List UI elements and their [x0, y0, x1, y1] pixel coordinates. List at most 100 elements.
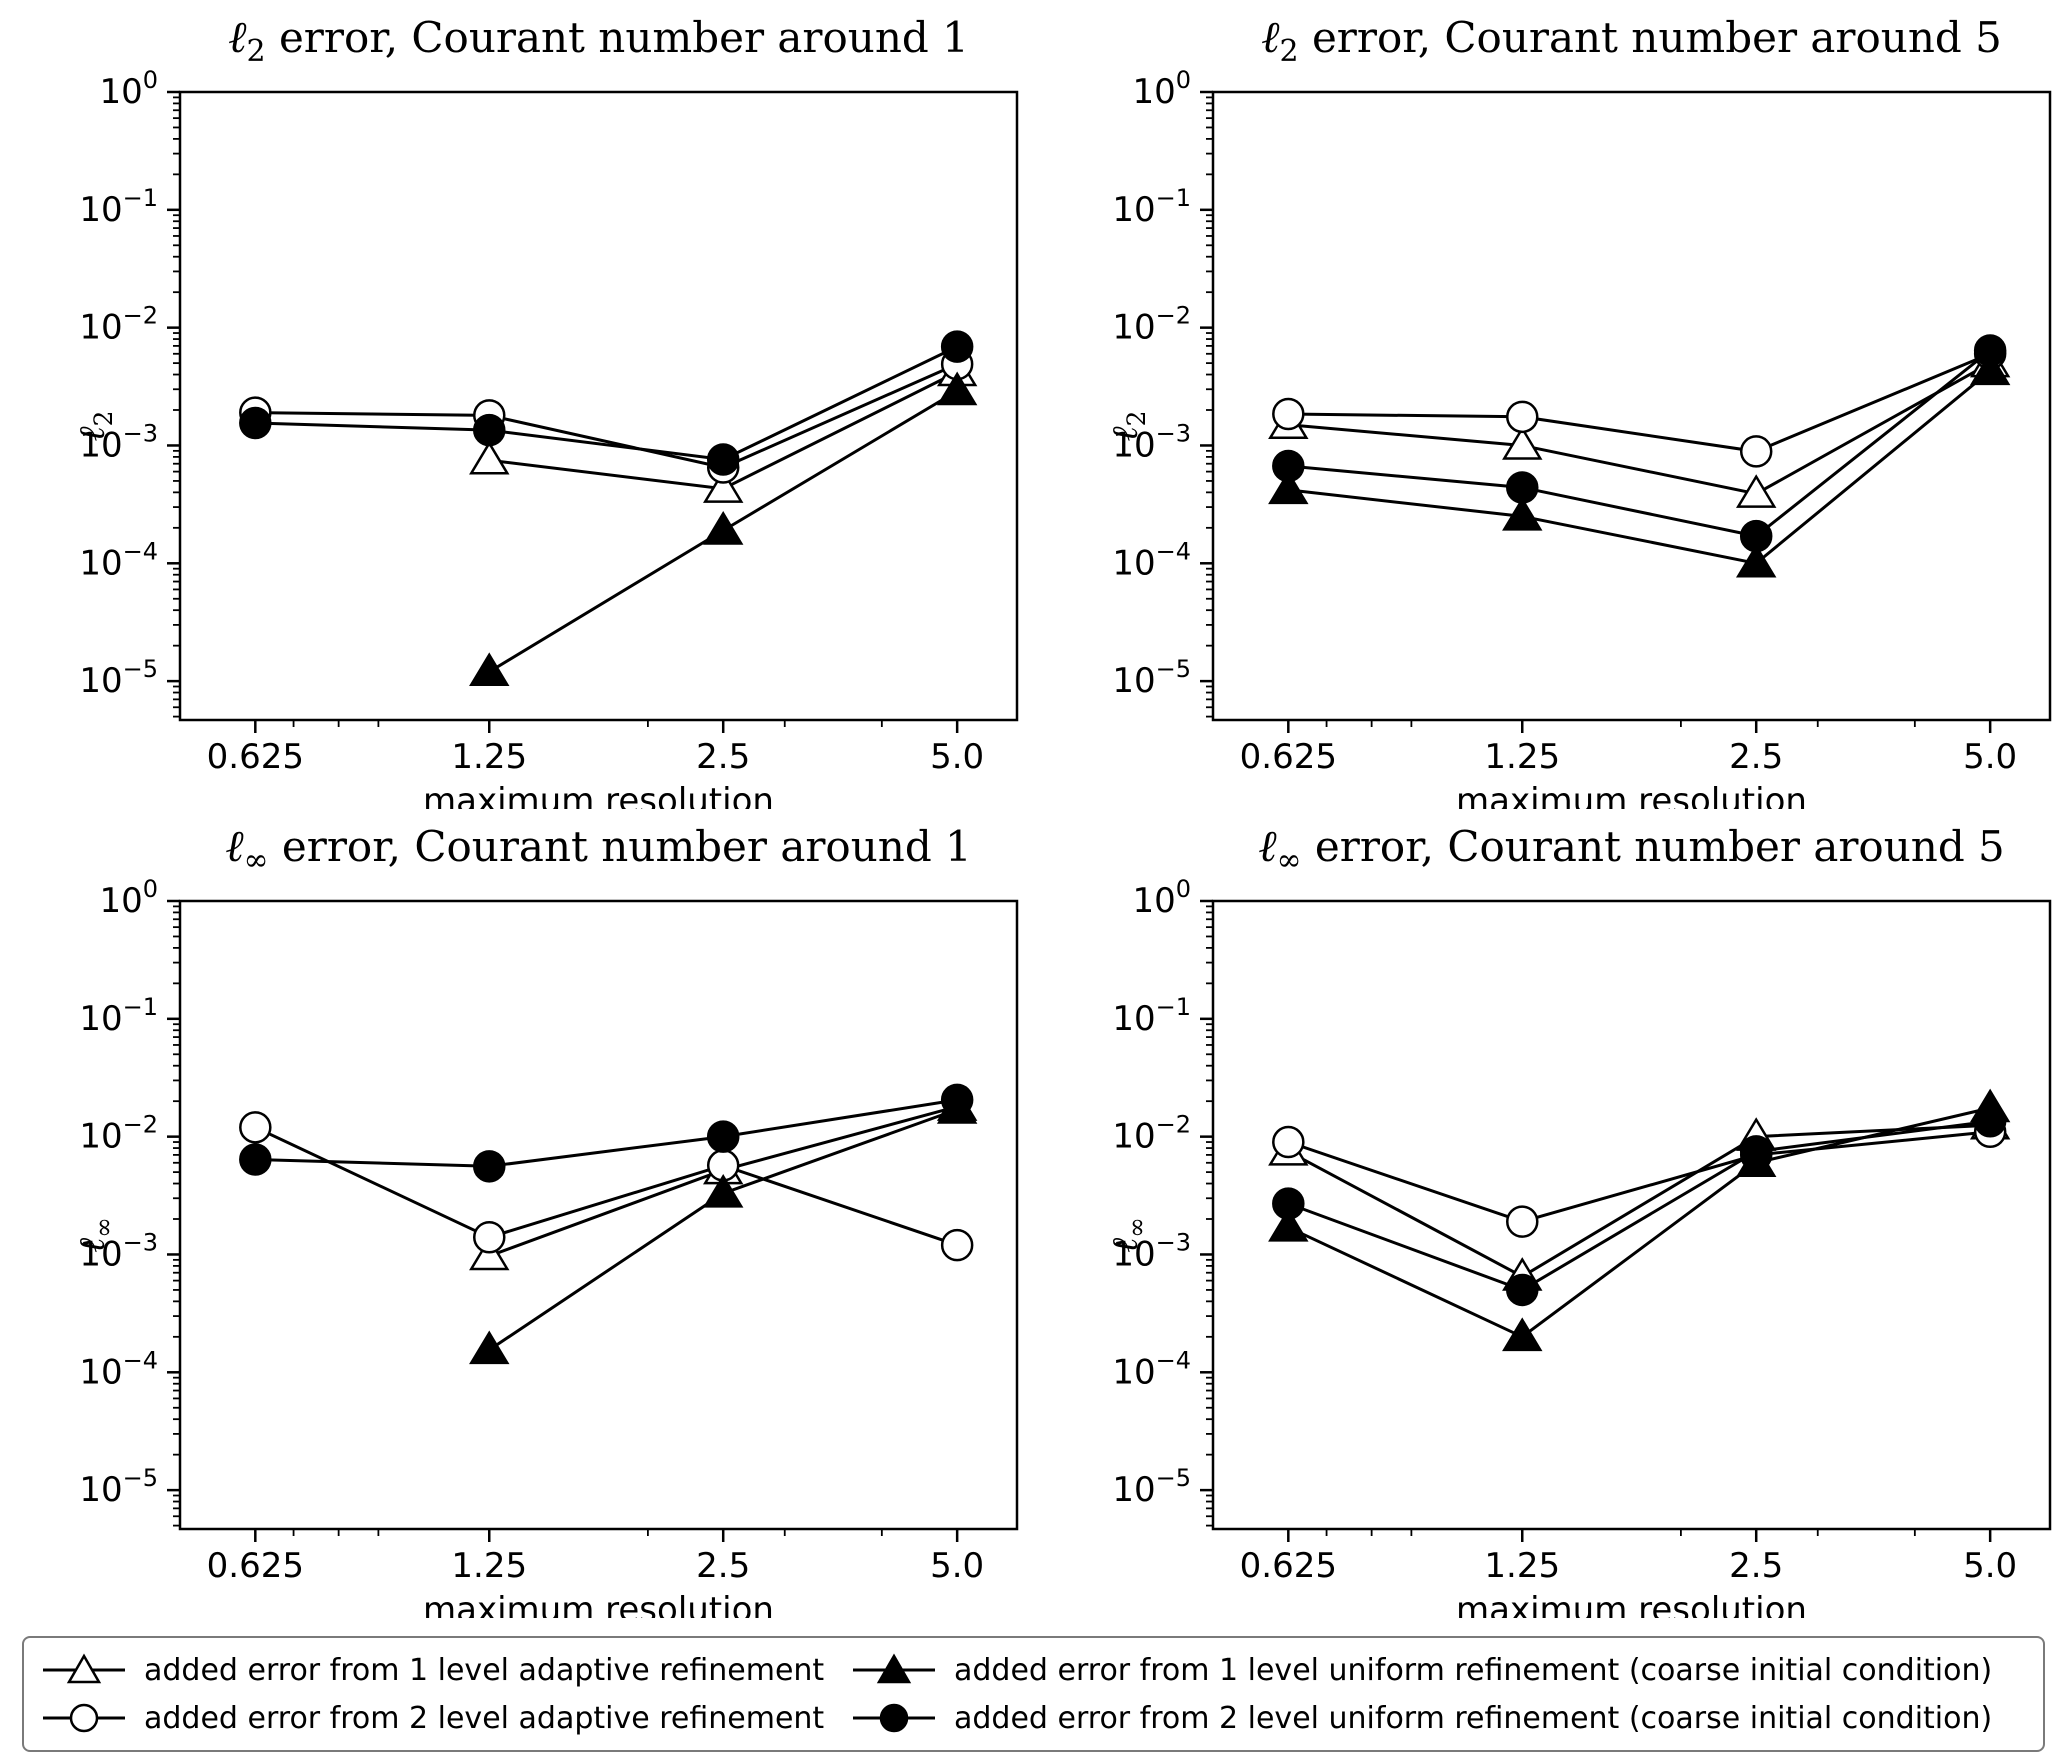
marker-circle-filled	[940, 1083, 974, 1117]
x-tick-label: 5.0	[1963, 1546, 2017, 1586]
y-tick-label: 10−4	[79, 1346, 158, 1392]
y-axis-label: ℓ2	[72, 411, 118, 442]
y-tick-label: 100	[1132, 875, 1191, 921]
marker-circle-open	[239, 1111, 272, 1144]
x-tick-label: 0.625	[1240, 737, 1337, 777]
marker-triangle-open	[1502, 426, 1543, 460]
marker-triangle-filled	[1268, 1207, 1309, 1242]
marker-triangle-open	[469, 1236, 510, 1271]
x-axis-label: maximum resolution	[1456, 1590, 1807, 1618]
y-tick-label: 10−2	[79, 302, 158, 348]
x-tick-label: 0.625	[1240, 1546, 1337, 1586]
legend-label: added error from 2 level uniform refinem…	[954, 1700, 1993, 1736]
marker-circle-filled	[473, 413, 506, 447]
marker-circle-open	[1739, 435, 1773, 468]
marker-circle-open	[1272, 397, 1305, 431]
series-line-circle-filled	[1288, 349, 1992, 538]
y-tick-label: 10−3	[79, 419, 158, 465]
subplot-linf-courant-5: 100 10−1 10−2 10−3 10−4 10−5 0.625 1.25 2.5 5.0 ℓ∞…	[1033, 813, 2066, 1630]
series-line-circle-open	[1287, 1130, 1991, 1224]
marker-triangle-filled	[1502, 1317, 1543, 1352]
x-tick-label: 2.5	[1729, 737, 1783, 777]
marker-circle-filled	[1973, 334, 2007, 367]
legend-label: added error from 2 level adaptive refine…	[144, 1700, 825, 1736]
y-axis-label: ℓ∞	[72, 1217, 118, 1253]
y-tick-label: 10−2	[1112, 302, 1191, 348]
plot-box	[178, 90, 1019, 722]
marker-triangle-filled	[1736, 543, 1777, 578]
legend: added error from 1 level adaptive refine…	[22, 1636, 2045, 1752]
x-tick-label: 2.5	[696, 1546, 750, 1586]
chart-title: ℓ∞ error, Courant number around 1	[225, 821, 972, 878]
marker-circle-open	[940, 1228, 974, 1262]
marker-circle-filled	[1739, 1135, 1773, 1168]
axis-ticks	[167, 899, 959, 1542]
marker-circle-filled	[239, 406, 272, 440]
y-tick-label: 10−2	[79, 1111, 158, 1157]
y-tick-label: 10−1	[1112, 184, 1191, 230]
x-tick-label: 1.25	[1484, 1546, 1560, 1586]
legend-entry: added error from 2 level adaptive refine…	[38, 1694, 848, 1742]
plot-box	[1211, 90, 2052, 722]
y-axis-label: ℓ2	[1105, 411, 1151, 442]
marker-circle-filled	[1506, 471, 1539, 504]
y-tick-label: 100	[99, 875, 158, 921]
marker-circle-filled	[239, 1143, 272, 1176]
series-line-circle-filled	[1287, 1119, 1991, 1292]
y-tick-label: 10−2	[1112, 1111, 1191, 1157]
y-tick-label: 10−3	[1112, 1228, 1191, 1274]
y-tick-label: 10−5	[1112, 655, 1191, 701]
marker-circle-filled	[1973, 1105, 2007, 1138]
x-tick-label: 5.0	[930, 737, 984, 777]
marker-circle-filled	[940, 330, 974, 363]
marker-triangle-filled	[469, 652, 510, 687]
axis-ticks	[1200, 90, 1992, 733]
marker-triangle-open	[703, 469, 744, 503]
marker-triangle-filled	[469, 1330, 510, 1365]
marker-circle-open	[1506, 1205, 1539, 1238]
marker-circle-open	[473, 1221, 506, 1254]
y-tick-label: 100	[1132, 66, 1191, 112]
chart-title: ℓ∞ error, Courant number around 5	[1258, 821, 2005, 878]
legend-label: added error from 1 level uniform refinem…	[954, 1652, 1993, 1688]
legend-marker-circle-open	[43, 1703, 125, 1733]
marker-triangle-filled	[1268, 470, 1309, 505]
y-tick-label: 10−4	[1112, 537, 1191, 583]
y-tick-label: 10−5	[79, 1464, 158, 1510]
y-axis-label: ℓ∞	[1105, 1217, 1151, 1253]
legend-entry: added error from 1 level adaptive refine…	[38, 1646, 848, 1694]
subplot-l2-courant-5: 100 10−1 10−2 10−3 10−4 10−5 0.625 1.25 2.5 5.0 ℓ2…	[1033, 4, 2066, 821]
y-tick-label: 10−1	[1112, 993, 1191, 1039]
x-tick-label: 0.625	[207, 1546, 304, 1586]
series-line-triangle-open	[1288, 361, 1991, 496]
legend-entry: added error from 2 level uniform refinem…	[848, 1694, 2029, 1742]
marker-triangle-filled	[703, 511, 744, 545]
chart-title: ℓ2 error, Courant number around 1	[228, 12, 969, 69]
subplot-grid: 100 10−1 10−2 10−3 10−4 10−5 0.625 1.25 2.5 5.0 ℓ2…	[0, 4, 2067, 1630]
y-tick-label: 10−3	[1112, 419, 1191, 465]
y-tick-label: 10−4	[79, 537, 158, 583]
plot-box	[178, 899, 1019, 1531]
x-tick-label: 0.625	[207, 737, 304, 777]
plot-box	[1211, 899, 2052, 1531]
series-line-circle-open	[1288, 352, 1991, 453]
marker-circle-open	[1506, 400, 1539, 434]
x-tick-label: 1.25	[451, 737, 527, 777]
marker-circle-filled	[1739, 519, 1773, 553]
marker-triangle-filled	[1969, 351, 2011, 386]
subplot-l2-courant-1: 100 10−1 10−2 10−3 10−4 10−5 0.625 1.25 2.5 5.0 ℓ2…	[0, 4, 1033, 821]
marker-circle-filled	[473, 1150, 506, 1183]
x-axis-label: maximum resolution	[423, 1590, 774, 1618]
series-line-triangle-open	[1287, 1123, 1991, 1279]
series-line-circle-filled	[255, 345, 958, 462]
chart-canvas: 100 10−1 10−2 10−3 10−4 10−5 0.625 1.25 2.5 5.0 ℓ∞…	[1105, 821, 2052, 1630]
x-tick-label: 5.0	[1963, 737, 2017, 777]
legend-marker-triangle-open	[43, 1653, 125, 1684]
y-tick-label: 10−1	[79, 993, 158, 1039]
y-tick-label: 10−4	[1112, 1346, 1191, 1392]
marker-circle-filled	[1272, 1187, 1305, 1220]
chart-canvas: 100 10−1 10−2 10−3 10−4 10−5 0.625 1.25 2.5 5.0 ℓ2…	[72, 12, 1019, 821]
y-tick-label: 100	[99, 66, 158, 112]
x-tick-label: 5.0	[930, 1546, 984, 1586]
